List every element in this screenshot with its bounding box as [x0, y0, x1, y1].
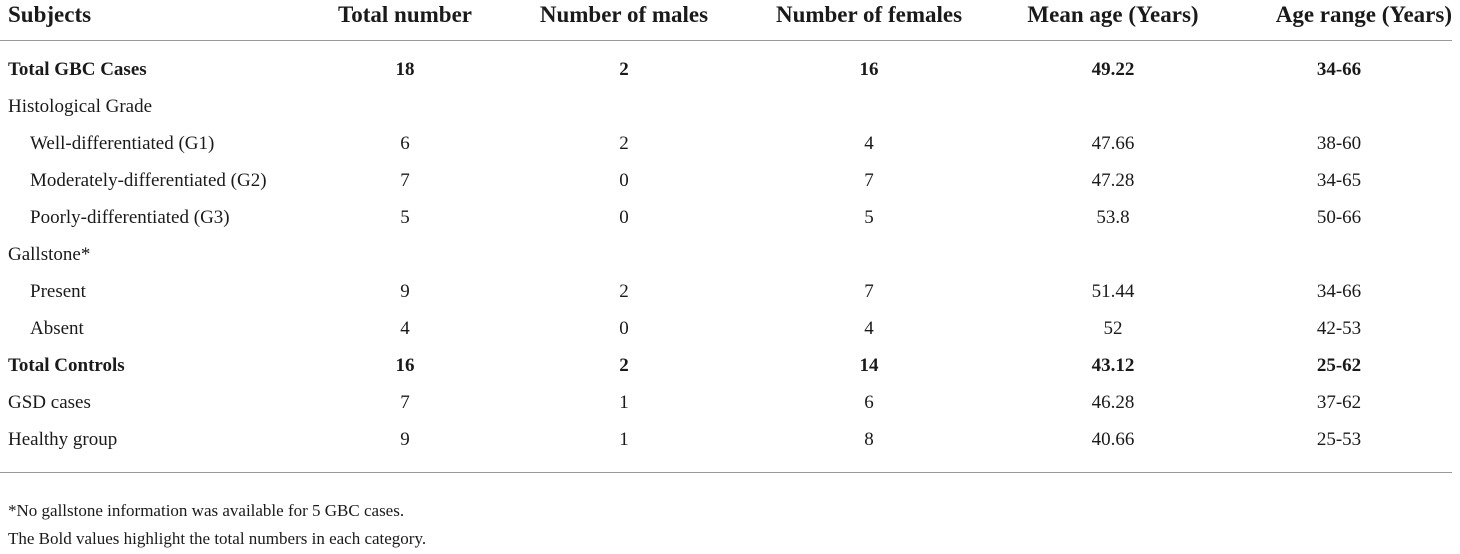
cell-males: 0	[619, 169, 629, 191]
cell-males: 2	[619, 58, 629, 80]
table-row-well-differentiated: Well-differentiated (G1) 6 2 4 47.66 38-…	[0, 125, 1452, 162]
row-label: Total Controls	[8, 354, 125, 376]
cell-males	[510, 236, 738, 273]
cell-total-number: 7	[400, 169, 410, 191]
cell-total-number: 9	[400, 280, 410, 302]
cell-males: 1	[619, 391, 629, 413]
cell-age-range: 38-60	[1316, 132, 1362, 154]
cell-mean-age: 46.28	[1091, 391, 1135, 413]
table-row-total-gbc-cases: Total GBC Cases 18 2 16 49.22 34-66	[0, 51, 1452, 88]
cell-mean-age	[1000, 236, 1226, 273]
table-row-healthy-group: Healthy group 9 1 8 40.66 25-53	[0, 421, 1452, 458]
table-row-poorly-differentiated: Poorly-differentiated (G3) 5 0 5 53.8 50…	[0, 199, 1452, 236]
cell-age-range: 34-66	[1316, 280, 1362, 302]
cell-females	[738, 88, 1000, 125]
cell-total-number: 6	[400, 132, 410, 154]
header-number-of-females: Number of females	[738, 0, 1000, 41]
cell-mean-age	[1000, 88, 1226, 125]
cell-mean-age: 51.44	[1091, 280, 1135, 302]
row-label: Healthy group	[8, 428, 118, 450]
cell-females: 4	[864, 317, 874, 339]
cell-age-range: 34-65	[1316, 169, 1362, 191]
table-row-gallstone: Gallstone*	[0, 236, 1452, 273]
cell-age-range: 34-66	[1316, 58, 1362, 80]
header-mean-age: Mean age (Years)	[1000, 0, 1226, 41]
row-label: Well-differentiated (G1)	[30, 132, 215, 154]
cell-females: 6	[864, 391, 874, 413]
table-header-row: Subjects Total number Number of males Nu…	[0, 0, 1452, 41]
row-label: Moderately-differentiated (G2)	[30, 169, 267, 191]
cell-age-range: 25-53	[1316, 428, 1362, 450]
cell-age-range: 25-62	[1316, 354, 1362, 376]
table-row-gsd-cases: GSD cases 7 1 6 46.28 37-62	[0, 384, 1452, 421]
cell-mean-age: 47.28	[1091, 169, 1135, 191]
gallstone-footnote: *No gallstone information was available …	[8, 501, 405, 520]
header-number-of-males: Number of males	[510, 0, 738, 41]
cell-females: 5	[864, 206, 874, 228]
cell-males: 2	[619, 280, 629, 302]
cell-males: 0	[619, 206, 629, 228]
cell-males: 2	[619, 354, 629, 376]
row-label: Histological Grade	[8, 95, 153, 117]
cell-females: 7	[864, 169, 874, 191]
cell-females: 8	[864, 428, 874, 450]
cell-males: 1	[619, 428, 629, 450]
header-age-range: Age range (Years)	[1226, 0, 1452, 41]
cell-total-number: 16	[395, 354, 415, 376]
subjects-table: Subjects Total number Number of males Nu…	[0, 0, 1452, 473]
cell-age-range: 42-53	[1316, 317, 1362, 339]
cell-mean-age: 43.12	[1091, 354, 1135, 376]
header-subjects: Subjects	[0, 0, 300, 41]
table-row-total-controls: Total Controls 16 2 14 43.12 25-62	[0, 347, 1452, 384]
cell-total-number: 18	[395, 58, 415, 80]
table-notes: *No gallstone information was available …	[8, 497, 426, 553]
cell-age-range	[1226, 236, 1452, 273]
row-label: Poorly-differentiated (G3)	[30, 206, 230, 228]
row-label: Absent	[30, 317, 84, 339]
cell-females: 14	[859, 354, 879, 376]
table-row-gallstone-absent: Absent 4 0 4 52 42-53	[0, 310, 1452, 347]
cell-total-number: 9	[400, 428, 410, 450]
cell-females: 7	[864, 280, 874, 302]
cell-females	[738, 236, 1000, 273]
cell-age-range	[1226, 88, 1452, 125]
cell-total-number	[300, 88, 510, 125]
row-label: GSD cases	[8, 391, 91, 413]
row-label: Total GBC Cases	[8, 58, 147, 80]
row-label: Gallstone*	[8, 243, 91, 265]
cell-total-number: 7	[400, 391, 410, 413]
cell-mean-age: 40.66	[1091, 428, 1135, 450]
cell-age-range: 50-66	[1316, 206, 1362, 228]
cell-mean-age: 53.8	[1096, 206, 1130, 228]
bold-values-note: The Bold values highlight the total numb…	[8, 529, 427, 548]
cell-age-range: 37-62	[1316, 391, 1362, 413]
cell-males	[510, 88, 738, 125]
cell-mean-age: 52	[1103, 317, 1123, 339]
cell-females: 16	[859, 58, 879, 80]
cell-males: 2	[619, 132, 629, 154]
cell-mean-age: 47.66	[1091, 132, 1135, 154]
cell-total-number	[300, 236, 510, 273]
data-table-container: Subjects Total number Number of males Nu…	[0, 0, 1452, 473]
cell-females: 4	[864, 132, 874, 154]
cell-total-number: 5	[400, 206, 410, 228]
cell-males: 0	[619, 317, 629, 339]
row-label: Present	[30, 280, 86, 302]
table-row-moderately-differentiated: Moderately-differentiated (G2) 7 0 7 47.…	[0, 162, 1452, 199]
table-row-gallstone-present: Present 9 2 7 51.44 34-66	[0, 273, 1452, 310]
cell-mean-age: 49.22	[1091, 58, 1135, 80]
cell-total-number: 4	[400, 317, 410, 339]
header-total-number: Total number	[300, 0, 510, 41]
table-row-histological-grade: Histological Grade	[0, 88, 1452, 125]
